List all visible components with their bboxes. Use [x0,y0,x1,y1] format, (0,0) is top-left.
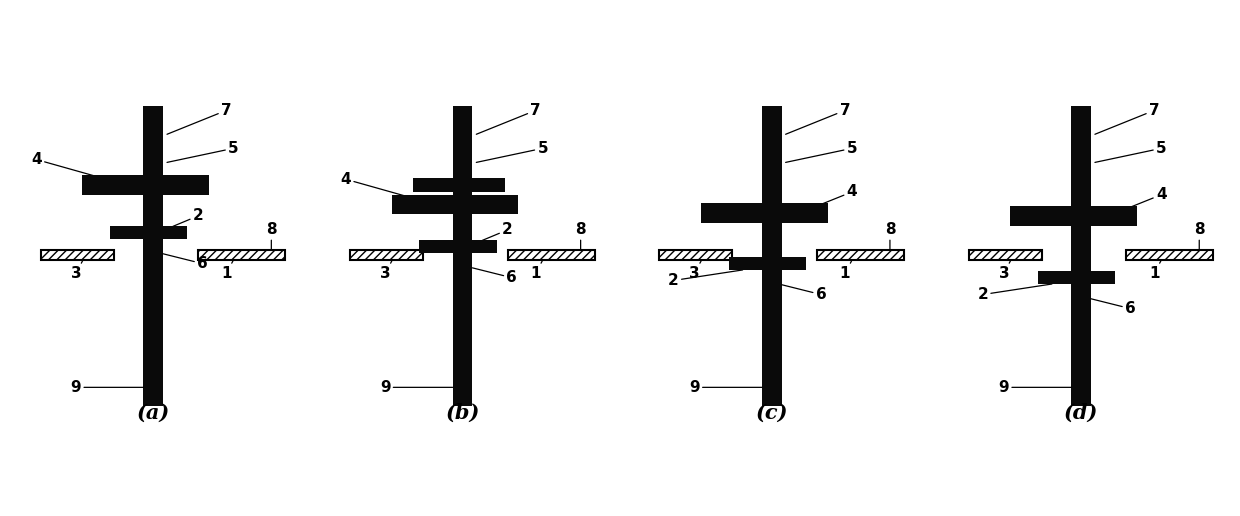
Bar [82,175,208,195]
Text: 3: 3 [998,260,1011,281]
Text: 9: 9 [689,380,763,395]
Text: 9: 9 [71,380,144,395]
Text: 8: 8 [1194,222,1204,250]
Text: 6: 6 [472,268,517,285]
Text: 2: 2 [172,208,203,227]
Text: 4: 4 [821,184,857,204]
Bar [817,250,904,260]
Bar [453,106,472,406]
Text: 6: 6 [781,285,826,302]
Bar [413,178,505,192]
Text: (c): (c) [755,402,789,423]
Text: 8: 8 [267,222,277,250]
Bar [110,227,187,239]
Bar [144,106,164,406]
Bar [350,250,423,260]
Text: 1: 1 [221,260,233,281]
Text: 7: 7 [1095,103,1159,134]
Text: 9: 9 [998,380,1071,395]
Text: 4: 4 [1130,187,1167,207]
Text: 9: 9 [379,380,453,395]
Text: 6: 6 [1091,299,1136,316]
Text: 4: 4 [31,152,97,176]
Text: 5: 5 [1095,141,1167,163]
Text: (b): (b) [445,402,480,423]
Text: 1: 1 [1149,260,1162,281]
Bar [1126,250,1213,260]
Bar [507,250,595,260]
Bar [392,195,518,215]
Bar [1011,206,1137,225]
Bar [968,250,1042,260]
Text: 1: 1 [531,260,543,281]
Text: 3: 3 [379,260,392,281]
Text: 1: 1 [839,260,852,281]
Text: 4: 4 [341,172,405,196]
Text: (a): (a) [136,402,170,423]
Text: 2: 2 [977,284,1052,302]
Text: 5: 5 [786,141,857,163]
Bar [729,257,806,270]
Text: 8: 8 [575,222,587,250]
Text: 7: 7 [167,103,232,134]
Text: 3: 3 [71,260,83,281]
Text: (d): (d) [1064,402,1099,423]
Text: 8: 8 [884,222,895,250]
Bar [198,250,285,260]
Text: 7: 7 [786,103,851,134]
Text: 2: 2 [668,270,743,288]
Text: 2: 2 [482,222,513,240]
Text: 7: 7 [476,103,541,134]
Bar [660,250,733,260]
Bar [763,106,781,406]
Text: 3: 3 [689,260,702,281]
Text: 5: 5 [476,141,548,163]
Bar [41,250,114,260]
Bar [701,203,827,223]
Bar [1038,271,1115,284]
Bar [419,240,496,253]
Bar [1071,106,1091,406]
Text: 5: 5 [167,141,238,163]
Text: 6: 6 [164,254,208,271]
